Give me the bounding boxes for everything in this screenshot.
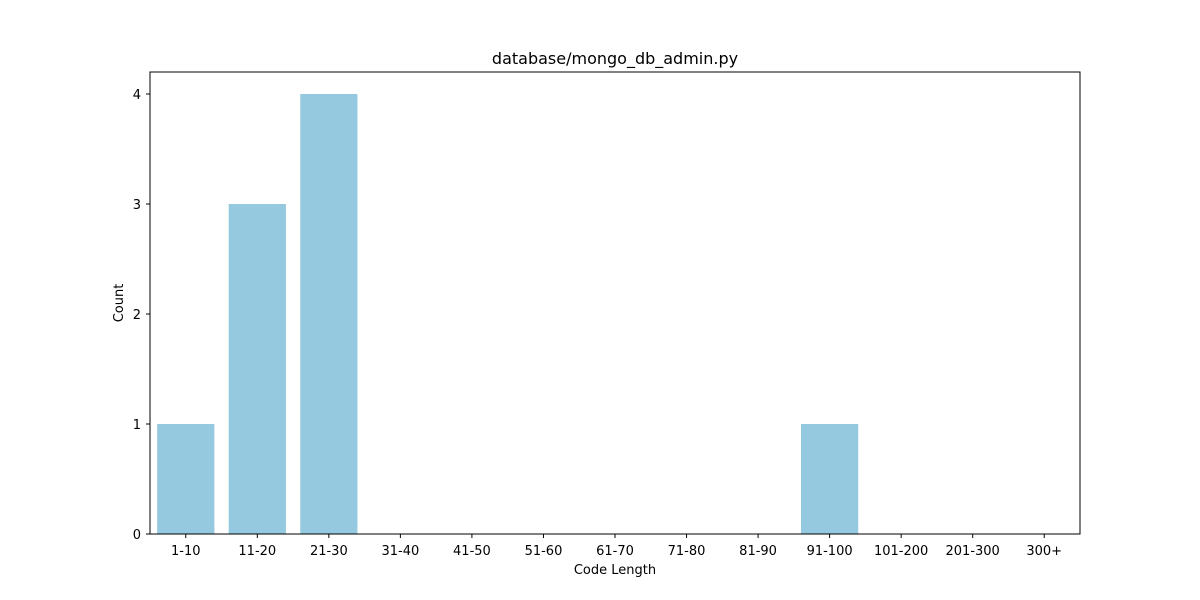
x-axis-ticks: 1-10 11-20 21-30 31-40 41-50 51-60 61-70 71-80 8… <box>171 534 1062 559</box>
x-tick-label: 31-40 <box>381 544 419 559</box>
y-tick-label: 0 <box>133 528 141 543</box>
chart-title: database/mongo_db_admin.py <box>492 49 738 69</box>
x-tick-label: 201-300 <box>946 544 1000 559</box>
plot-frame <box>149 71 1081 535</box>
x-tick-label: 91-100 <box>807 544 853 559</box>
x-tick-label: 1-10 <box>171 544 201 559</box>
y-axis-ticks: 0 1 2 3 4 <box>133 88 150 543</box>
y-axis-label: Count <box>112 284 127 323</box>
x-tick-label: 81-90 <box>739 544 777 559</box>
x-tick-label: 11-20 <box>238 544 276 559</box>
x-axis-label: Code Length <box>574 563 656 578</box>
bars-group <box>157 94 859 534</box>
x-tick-label: 41-50 <box>453 544 491 559</box>
x-tick-label: 21-30 <box>310 544 348 559</box>
x-tick-label: 51-60 <box>525 544 563 559</box>
y-tick-label: 2 <box>133 308 141 323</box>
bar-1-10 <box>157 424 215 534</box>
x-tick-label: 71-80 <box>668 544 706 559</box>
x-tick-label: 61-70 <box>596 544 634 559</box>
x-tick-label: 300+ <box>1026 544 1062 559</box>
y-tick-label: 4 <box>133 88 141 103</box>
y-tick-label: 1 <box>133 418 141 433</box>
y-tick-label: 3 <box>133 198 141 213</box>
bar-91-100 <box>801 424 859 534</box>
bar-21-30 <box>300 94 358 534</box>
x-tick-label: 101-200 <box>874 544 928 559</box>
bar-11-20 <box>228 204 286 534</box>
